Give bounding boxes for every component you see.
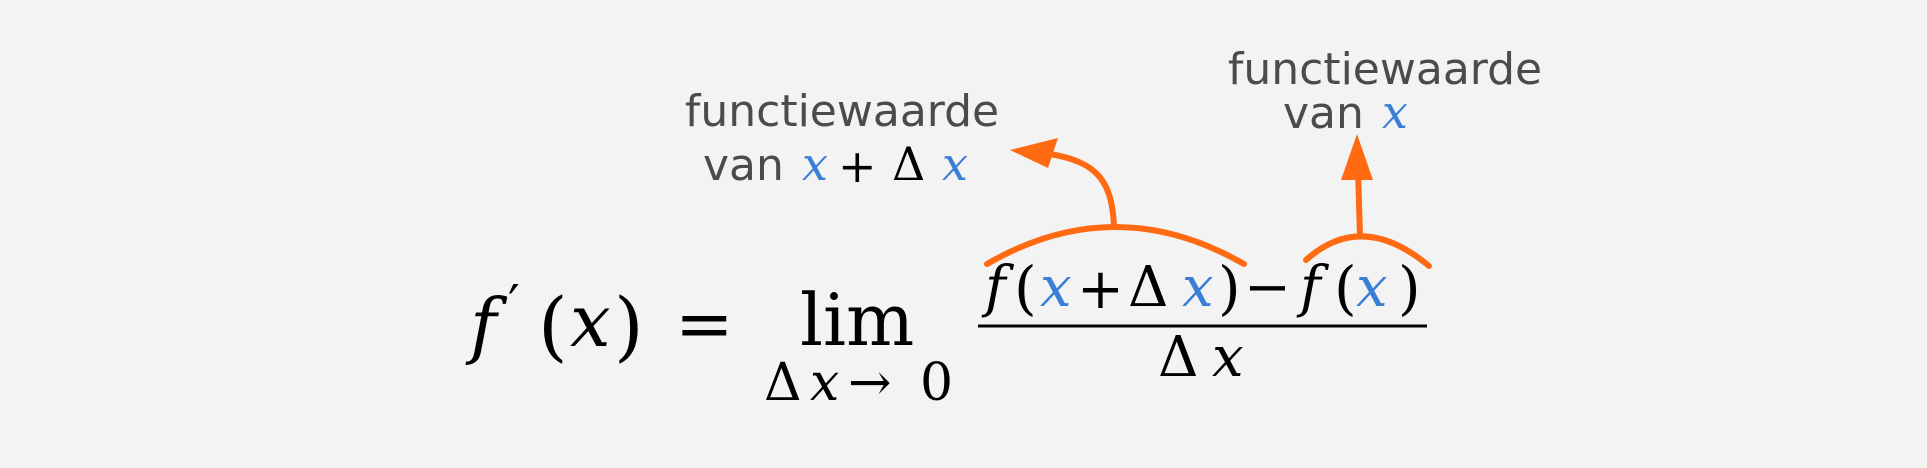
- lim-subscript: Δ x → 0: [764, 353, 953, 413]
- num-close-paren-1: ): [1218, 254, 1241, 322]
- lim-sub-zero: 0: [920, 353, 953, 413]
- den-x: x: [1212, 325, 1244, 390]
- difference-quotient: f ( x + Δ x ) − f ( x ) Δ x: [978, 254, 1427, 390]
- denominator: Δ x: [1158, 325, 1244, 390]
- right-bracket-arc: [1303, 233, 1432, 269]
- limit-operator: lim Δ x → 0: [764, 278, 953, 413]
- annotation-right-line1: functiewaarde: [1228, 44, 1542, 95]
- den-delta: Δ: [1158, 325, 1198, 390]
- num-open-paren-1: (: [1014, 254, 1037, 322]
- num-plus: +: [1077, 257, 1124, 322]
- annotation-arrows: [984, 134, 1432, 269]
- annotation-left-plus: +: [838, 139, 877, 193]
- lhs-x: x: [570, 279, 611, 363]
- annotation-left-x1: x: [802, 137, 828, 191]
- lhs-open-paren: (: [538, 281, 568, 370]
- annotation-right-line2-text: van: [1283, 88, 1364, 139]
- curved-arrow-head-left: [1010, 138, 1058, 168]
- lim-sub-x: x: [810, 353, 839, 413]
- annotation-left-line1: functiewaarde: [685, 86, 999, 137]
- lhs-close-paren: ): [614, 281, 644, 370]
- annotation-left-line2-text: van: [703, 140, 784, 191]
- lhs-expression: f ′ ( x ) =: [465, 275, 734, 370]
- num-open-paren-2: (: [1334, 254, 1357, 322]
- num-x2: x: [1182, 255, 1214, 320]
- lhs-f: f: [465, 283, 508, 367]
- num-f2: f: [1296, 255, 1330, 320]
- annotation-right: functiewaarde van x: [1228, 44, 1542, 139]
- arrow-up-icon: [1355, 167, 1363, 239]
- lim-label: lim: [800, 278, 914, 362]
- annotation-left-x2: x: [942, 137, 968, 191]
- num-delta: Δ: [1128, 255, 1168, 320]
- num-x1: x: [1040, 255, 1072, 320]
- lim-sub-arrow: →: [848, 353, 892, 413]
- annotation-left: functiewaarde van x + Δ x: [685, 86, 999, 193]
- lim-sub-delta: Δ: [764, 353, 802, 413]
- num-minus: −: [1244, 255, 1291, 320]
- arrow-head-up-right: [1341, 134, 1373, 180]
- equals-sign: =: [675, 283, 734, 365]
- curved-arrow-up-left-icon: [1047, 151, 1117, 229]
- lhs-prime: ′: [508, 275, 520, 335]
- numerator: f ( x + Δ x ) − f ( x ): [981, 254, 1421, 322]
- num-x3: x: [1356, 255, 1388, 320]
- num-close-paren-2: ): [1398, 254, 1421, 322]
- annotation-left-delta: Δ: [892, 137, 925, 191]
- annotation-right-x: x: [1382, 85, 1408, 139]
